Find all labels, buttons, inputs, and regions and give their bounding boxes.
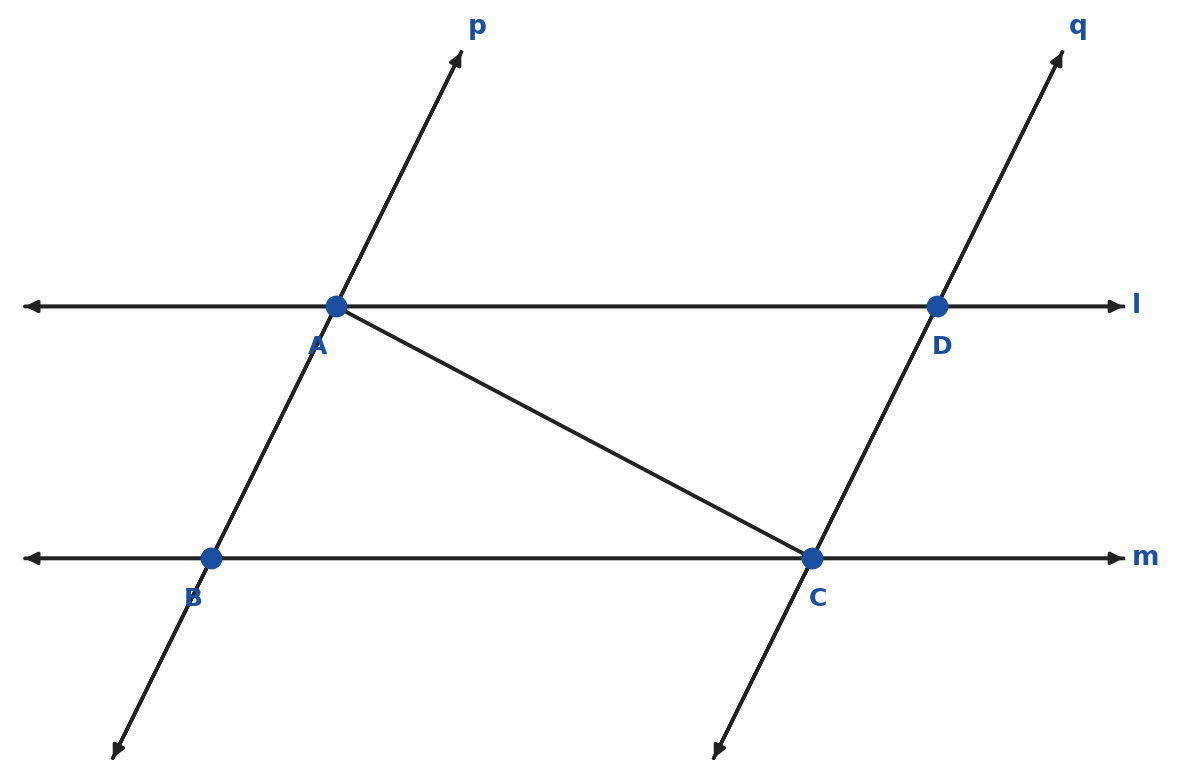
Text: A: A xyxy=(307,335,326,358)
Text: D: D xyxy=(931,335,953,358)
Point xyxy=(326,300,346,312)
Text: C: C xyxy=(809,587,827,610)
Text: l: l xyxy=(1132,293,1141,319)
Point xyxy=(202,552,221,565)
Point xyxy=(803,552,822,565)
Text: p: p xyxy=(468,14,486,40)
Text: B: B xyxy=(184,587,203,610)
Point xyxy=(928,300,947,312)
Text: m: m xyxy=(1132,545,1159,571)
Text: q: q xyxy=(1068,14,1087,40)
